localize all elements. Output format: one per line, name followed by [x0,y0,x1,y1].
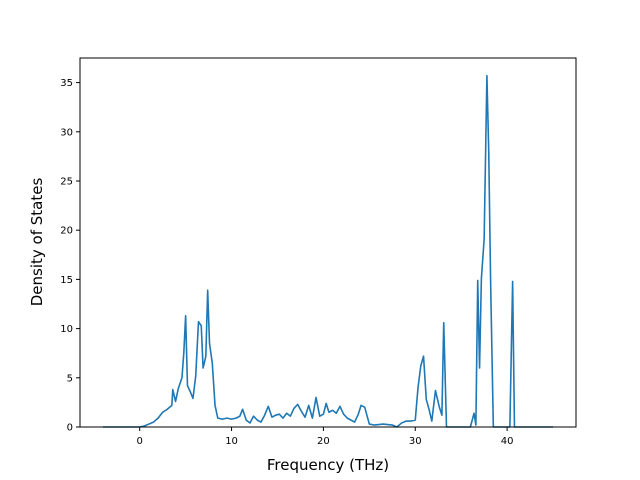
y-tick-label: 15 [60,275,73,286]
axis-ticks: 0 10 20 30 40 0 5 10 15 20 25 30 35 [60,78,513,447]
y-tick-label: 30 [60,127,73,138]
plot-frame [79,57,577,428]
y-tick-label: 0 [67,423,73,434]
x-tick-label: 20 [317,436,330,447]
y-tick-label: 5 [67,373,73,384]
x-tick-label: 10 [225,436,238,447]
x-tick-label: 40 [501,436,514,447]
y-tick-label: 35 [60,78,73,89]
x-tick-label: 0 [137,436,143,447]
plot-area [80,58,576,427]
y-tick-label: 10 [60,324,73,335]
x-axis-label: Frequency (THz) [267,456,389,474]
x-tick-label: 30 [409,436,422,447]
y-axis-label: Density of States [28,178,46,307]
y-tick-label: 20 [60,226,73,237]
y-tick-label: 25 [60,177,73,188]
